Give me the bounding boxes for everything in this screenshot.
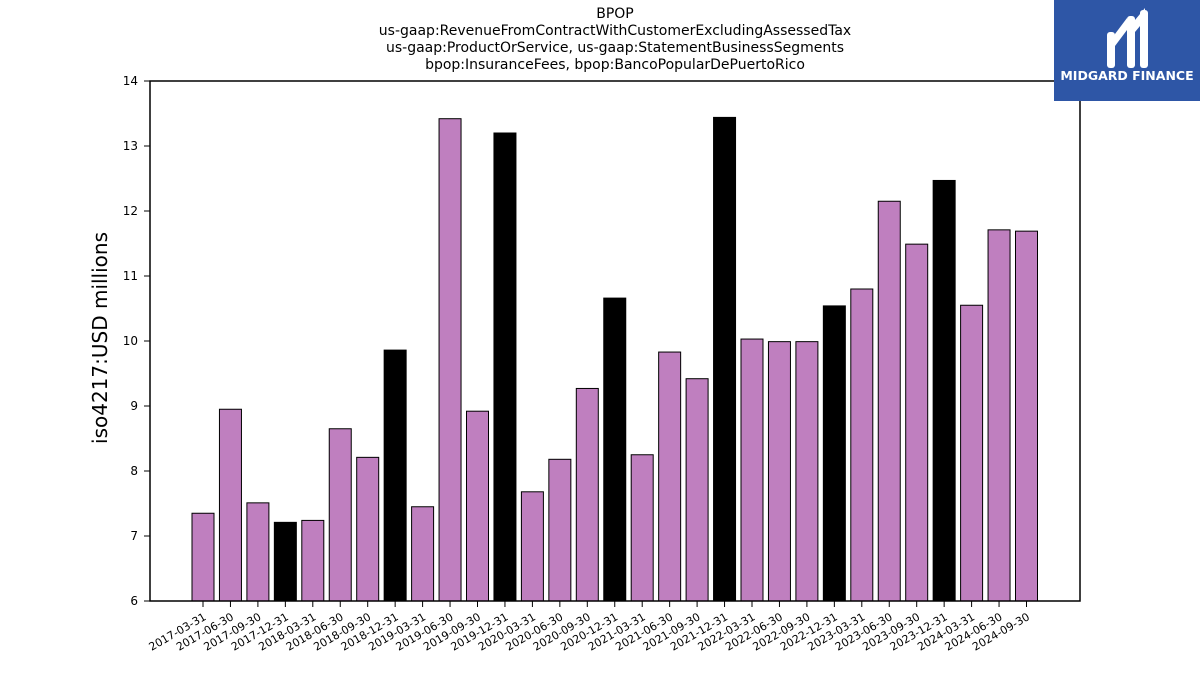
- bar: [493, 132, 517, 602]
- bar: [383, 349, 407, 602]
- bar: [905, 243, 929, 602]
- plot-frame: [149, 80, 1081, 602]
- bar: [960, 304, 984, 602]
- chart-title-line: us-gaap:ProductOrService, us-gaap:Statem…: [385, 40, 844, 56]
- bar: [438, 118, 462, 602]
- bar: [795, 341, 819, 602]
- bar: [767, 341, 791, 602]
- bar: [466, 410, 489, 602]
- bars-group: [191, 116, 1038, 602]
- bar: [713, 116, 737, 602]
- bar: [822, 305, 846, 602]
- bar: [246, 502, 270, 602]
- midgard-finance-logo: MIDGARD FINANCE: [1054, 0, 1200, 101]
- bar: [218, 408, 242, 602]
- bar: [328, 428, 352, 602]
- y-axis-ticks: 6 7 8 9 10 11 12 13 14: [123, 74, 150, 608]
- chart-title: BPOP us-gaap:RevenueFromContractWithCust…: [150, 6, 1080, 74]
- chart-title-line: bpop:InsuranceFees, bpop:BancoPopularDeP…: [425, 57, 805, 73]
- bar: [301, 519, 325, 602]
- bar: [411, 506, 435, 602]
- y-tick-label: 12: [123, 204, 138, 218]
- y-tick-label: 13: [123, 139, 138, 153]
- bar: [575, 387, 599, 602]
- bar: [987, 229, 1011, 602]
- bar: [603, 297, 627, 602]
- bar: [877, 200, 901, 602]
- y-tick-label: 14: [123, 74, 138, 88]
- y-tick-label: 6: [130, 594, 138, 608]
- y-axis-label: iso4217:USD millions: [88, 232, 112, 444]
- bar: [1015, 230, 1038, 602]
- bar: [273, 521, 297, 602]
- chart-title-line: BPOP: [596, 6, 634, 22]
- chart-title-line: us-gaap:RevenueFromContractWithCustomerE…: [378, 23, 852, 39]
- bar: [548, 458, 572, 602]
- logo-text: MIDGARD FINANCE: [1060, 68, 1194, 83]
- bar: [740, 338, 764, 602]
- bar: [658, 351, 682, 602]
- bar: [630, 454, 654, 602]
- bar: [520, 491, 544, 602]
- bar: [685, 378, 709, 602]
- y-tick-label: 11: [123, 269, 138, 283]
- y-tick-label: 9: [130, 399, 138, 413]
- bar: [191, 512, 215, 602]
- y-tick-label: 8: [130, 464, 138, 478]
- bar: [932, 179, 956, 602]
- bar: [850, 288, 874, 602]
- midgard-logo-icon: [1107, 8, 1148, 68]
- y-tick-label: 10: [123, 334, 138, 348]
- bar: [356, 456, 380, 602]
- y-tick-label: 7: [130, 529, 138, 543]
- x-axis-ticks: 2017-03-312017-06-302017-09-302017-12-31…: [147, 601, 1032, 654]
